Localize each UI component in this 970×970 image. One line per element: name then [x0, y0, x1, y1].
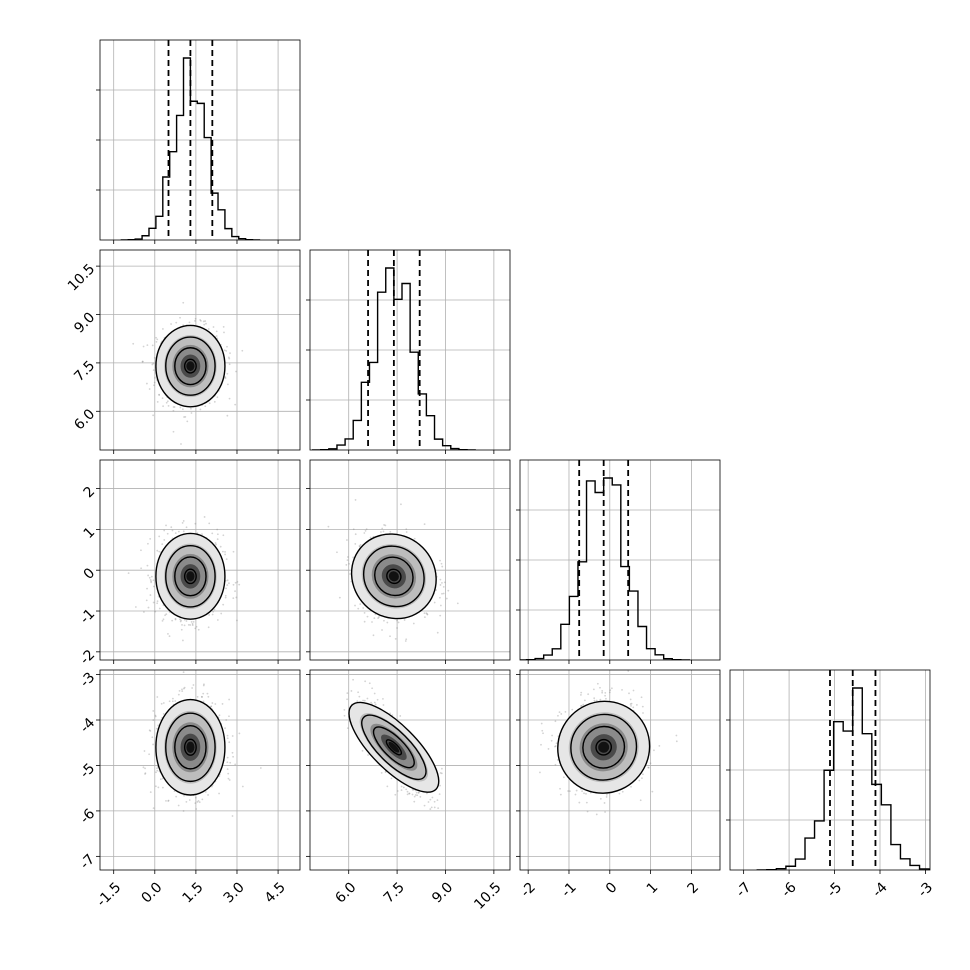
- joint-panel-0-3: [96, 669, 301, 874]
- y-tick-label-2-1: -1: [77, 606, 98, 627]
- x-tick-label-2-3: 1: [644, 879, 662, 897]
- contour-line-1: [165, 336, 216, 396]
- contour-line-0: [350, 533, 437, 620]
- x-tick-label-3-4: -3: [915, 879, 936, 900]
- histogram-step-line: [756, 687, 930, 870]
- x-tick-label-2-0: -2: [518, 879, 539, 900]
- x-tick-label-1-1: 7.5: [381, 879, 408, 906]
- y-tick-label-1-1: 7.5: [71, 358, 98, 385]
- histogram-panel-2: [516, 459, 721, 664]
- contour-line-2: [374, 556, 414, 597]
- panel-frame: [309, 459, 511, 661]
- panel-frame: [99, 459, 301, 661]
- contour-line-0: [155, 698, 226, 796]
- x-tick-label-0-4: 4.5: [262, 879, 289, 906]
- histogram-panel-3: [726, 669, 931, 874]
- x-tick-label-3-2: -5: [824, 879, 845, 900]
- histogram-panel-1: [306, 249, 511, 454]
- contour-line-3: [595, 738, 613, 756]
- contour-line-3: [183, 568, 197, 585]
- contour-line-2: [174, 724, 207, 770]
- y-tick-label-2-3: 1: [81, 524, 99, 542]
- panel-frame: [99, 249, 301, 451]
- y-tick-label-3-0: -7: [77, 851, 98, 872]
- contour-line-2: [174, 556, 207, 597]
- contour-line-2: [372, 726, 415, 769]
- contour-line-1: [570, 713, 638, 781]
- x-tick-label-0-0: -1.5: [94, 879, 125, 910]
- x-tick-label-2-2: 0: [603, 879, 621, 897]
- x-tick-label-0-2: 1.5: [180, 879, 207, 906]
- contour-line-1: [165, 545, 216, 608]
- contour-line-2: [582, 725, 626, 769]
- panel-frame: [99, 669, 301, 871]
- y-tick-label-3-1: -6: [77, 806, 98, 827]
- contour-line-0: [155, 532, 226, 620]
- contour-line-3: [183, 358, 197, 374]
- density-level-4: [388, 571, 399, 582]
- contour-line-1: [165, 712, 216, 783]
- y-tick-label-2-4: 2: [81, 484, 99, 502]
- density-level-4: [598, 741, 610, 753]
- panel-frame: [519, 669, 721, 871]
- joint-panel-0-1: [96, 249, 301, 454]
- x-tick-label-0-1: 0.0: [138, 879, 165, 906]
- density-level-4: [186, 361, 195, 371]
- x-tick-label-0-3: 3.0: [221, 879, 248, 906]
- joint-panel-2-3: [516, 669, 721, 874]
- joint-panel-1-2: [306, 459, 511, 664]
- contour-line-1: [362, 545, 425, 608]
- y-tick-label-3-2: -5: [77, 760, 98, 781]
- joint-panel-0-2: [96, 459, 301, 664]
- histogram-step-line: [120, 57, 261, 240]
- contour-line-3: [386, 568, 402, 585]
- joint-panel-1-3: [306, 669, 511, 874]
- contour-line-0: [557, 700, 651, 794]
- y-tick-label-2-2: 0: [81, 565, 99, 583]
- x-tick-label-3-1: -6: [779, 879, 800, 900]
- density-level-4: [186, 571, 195, 582]
- x-tick-label-3-0: -7: [733, 879, 754, 900]
- panel-frame: [309, 669, 511, 871]
- contour-line-2: [174, 347, 207, 386]
- density-level-4: [388, 741, 400, 753]
- contour-line-3: [385, 739, 403, 756]
- x-tick-label-1-3: 10.5: [471, 879, 504, 912]
- contour-line-3: [183, 738, 197, 756]
- histogram-panel-0: [96, 39, 301, 244]
- x-tick-label-1-0: 6.0: [332, 879, 359, 906]
- y-tick-label-3-4: -3: [77, 670, 98, 691]
- y-tick-label-2-0: -2: [77, 647, 98, 668]
- x-tick-label-2-4: 2: [685, 879, 703, 897]
- x-tick-label-3-3: -4: [870, 879, 891, 900]
- density-level-4: [186, 741, 195, 753]
- y-tick-label-1-3: 10.5: [65, 261, 98, 294]
- y-tick-label-1-2: 9.0: [71, 309, 98, 336]
- x-tick-label-2-1: -1: [559, 879, 580, 900]
- contour-line-0: [348, 701, 440, 793]
- contour-line-0: [155, 324, 226, 408]
- y-tick-label-3-3: -4: [77, 715, 98, 736]
- contour-line-1: [361, 714, 427, 781]
- y-tick-label-1-0: 6.0: [71, 406, 98, 433]
- x-tick-label-1-2: 9.0: [429, 879, 456, 906]
